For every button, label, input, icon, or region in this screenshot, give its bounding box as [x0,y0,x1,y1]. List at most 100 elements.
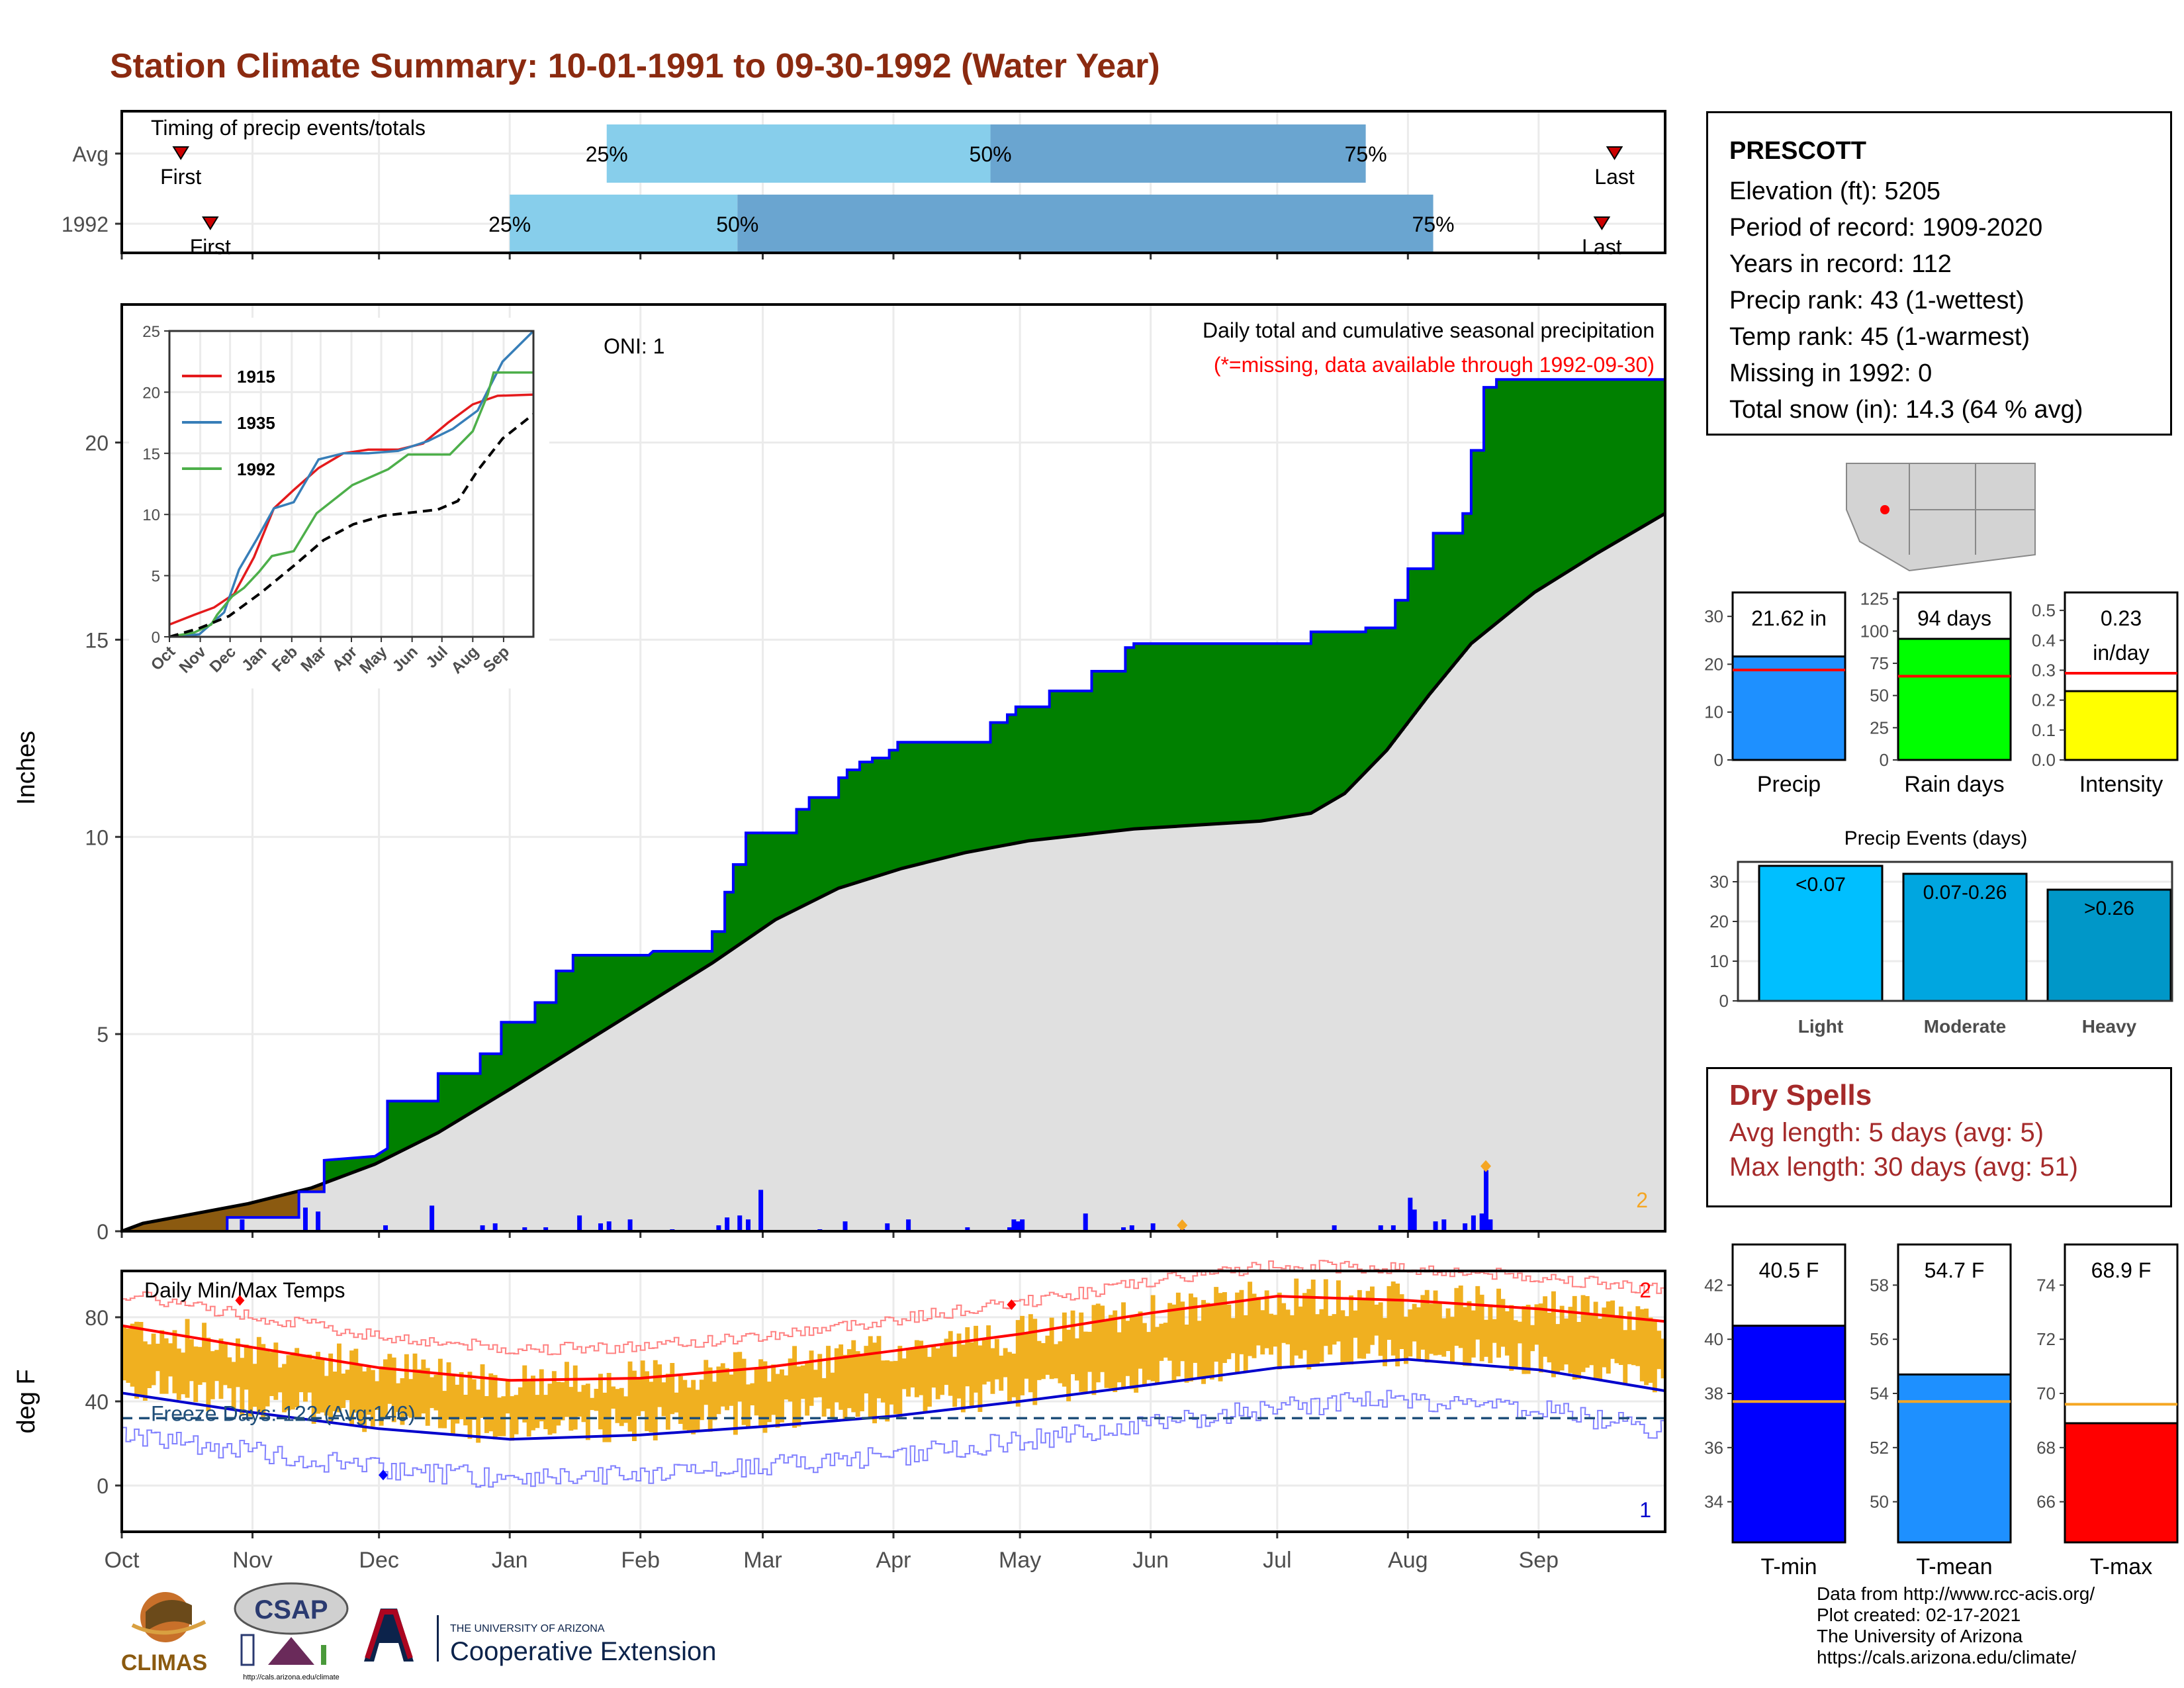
station-line: Total snow (in): 14.3 (64 % avg) [1729,396,2083,424]
daily-precip-bar [1488,1219,1493,1231]
csap-wordmark: CSAP [254,1595,328,1624]
summary-y-tick-label: 72 [2036,1329,2056,1349]
summary-y-tick-label: 25 [1870,718,1889,737]
x-tick-label: Jul [1263,1548,1291,1573]
bottom-right-label: 1 [1639,1498,1651,1522]
event-category-label: Heavy [2082,1016,2137,1037]
summary-value-label: 21.62 in [1751,606,1827,630]
timing-chart: 25% 50% 75% First Last Avg 25% 50% 75% First Last 1… [62,110,1666,259]
inset-series-1915 [169,393,534,626]
y-tick-label: 40 [85,1390,109,1414]
summary-category-label: Rain days [1904,772,2004,797]
summary-category-label: Intensity [2079,772,2163,797]
precip-border [120,303,1666,1233]
x-tick-label: Jan [492,1548,528,1573]
credit-line: https://cals.arizona.edu/climate/ [1817,1647,2077,1667]
summary-y-tick-label: 58 [1870,1275,1889,1295]
last-marker [1606,146,1623,160]
credit-line: Plot created: 02-17-2021 [1817,1605,2021,1625]
summary-y-tick-label: 50 [1870,1492,1889,1512]
oni-label: ONI: 1 [604,334,664,358]
summary-y-tick-label: 10 [1704,702,1723,722]
page-title: Station Climate Summary: 10-01-1991 to 0… [110,47,1160,85]
timing-border [120,110,1666,254]
first-label: First [160,165,201,189]
quantile-bar-lower [510,195,738,253]
timing-title: Timing of precip events/totals [151,116,426,140]
precip-extreme-marker [1177,1219,1188,1232]
y-tick-label: 20 [85,432,109,455]
top-right-label: 2 [1639,1278,1651,1302]
event-bar [2046,888,2172,1002]
summary-value-label: 94 days [1917,606,1991,630]
daily-precip-bar [1412,1209,1417,1231]
daily-precip-bar [1390,1225,1396,1231]
freeze-label: Freeze Days: 122 (Avg:146) [151,1401,416,1425]
daily-precip-bar [725,1217,730,1231]
summary-y-tick-label: 125 [1860,589,1889,609]
temp-extreme-marker [1007,1299,1017,1310]
inset-legend-label: 1915 [237,367,275,387]
daily-precip-bar [492,1223,498,1231]
summary-y-tick-label: 74 [2036,1275,2056,1295]
credits: Data from http://www.rcc-acis.org/ Plot … [1817,1583,2095,1668]
x-tick-label: Feb [621,1548,660,1573]
station-info-box: PRESCOTT Elevation (ft): 5205 Period of … [1706,111,2172,436]
inset-y-tick-label: 25 [142,323,160,341]
credit-line: Data from http://www.rcc-acis.org/ [1817,1583,2095,1604]
summary-y-tick-label: 66 [2036,1492,2056,1512]
daily-precip-bar [1129,1225,1134,1231]
quantile-bar-upper [737,195,1433,253]
daily-precip-bar [906,1219,911,1231]
summary-value-label: 0.23 [2101,606,2142,630]
daily-temp-range-bars [122,1278,1666,1443]
first-label: First [190,235,231,259]
daily-precip-bar [737,1215,743,1231]
ua-logo: THE UNIVERSITY OF ARIZONA Cooperative Ex… [364,1609,716,1666]
summary-y-tick-label: 0 [1880,750,1889,770]
daily-precip-bar [316,1211,321,1231]
summary-value-bar [1731,1325,1846,1544]
legend-title: Daily total and cumulative seasonal prec… [1203,318,1655,342]
daily-precip-bar [1150,1223,1156,1231]
temps-chart: Freeze Days: 122 (Avg:146) Daily Min/Max … [13,1260,1666,1573]
cumulative-1992-line [122,378,1665,1233]
station-line: Temp rank: 45 (1-warmest) [1729,323,2030,351]
station-line: Elevation (ft): 5205 [1729,177,1940,205]
summary-category-label: T-min [1761,1554,1817,1579]
summary-y-tick-label: 52 [1870,1438,1889,1458]
summary-y-tick-label: 68 [2036,1438,2056,1458]
quantile-label: 25% [586,142,628,166]
precip-extreme-marker [1480,1160,1492,1172]
events-title: Precip Events (days) [1844,827,2028,849]
summary-y-tick-label: 70 [2036,1383,2056,1403]
daily-precip-bar [1015,1221,1021,1231]
daily-precip-bar [302,1207,308,1231]
summary-y-tick-label: 36 [1704,1438,1723,1458]
csap-logo: CSAP http://cals.arizona.edu/climate [234,1582,349,1681]
dry-spells-max: Max length: 30 days (avg: 51) [1729,1152,2078,1182]
summary-precip-charts: 21.62 in 0 10 20 30 Precip 94 days 0 25 50 75 100 12… [1704,589,2179,797]
inset-average-line [169,413,535,638]
daily-precip-bar [1441,1219,1447,1231]
station-line: Precip rank: 43 (1-wettest) [1729,287,2025,314]
y-tick-label: 0 [97,1474,109,1498]
quantile-label: 25% [488,212,531,236]
inset-legend-label: 1935 [237,413,275,433]
daily-precip-bar [598,1223,603,1231]
daily-precip-bar [1083,1213,1088,1231]
locator-map [1846,463,2036,572]
row-label: Avg [72,142,109,166]
last-label: Last [1594,165,1635,189]
daily-precip-bar [627,1219,633,1231]
daily-precip-bar [1011,1219,1017,1231]
x-tick-label: Nov [232,1548,272,1573]
inset-y-tick-label: 20 [142,384,160,402]
daily-precip-bar [480,1225,485,1231]
summary-value-label: 68.9 F [2091,1258,2152,1282]
station-name: PRESCOTT [1729,137,1866,165]
quantile-label: 75% [1412,212,1455,236]
x-tick-label: Mar [743,1548,782,1573]
inset-y-tick-label: 15 [142,445,160,463]
